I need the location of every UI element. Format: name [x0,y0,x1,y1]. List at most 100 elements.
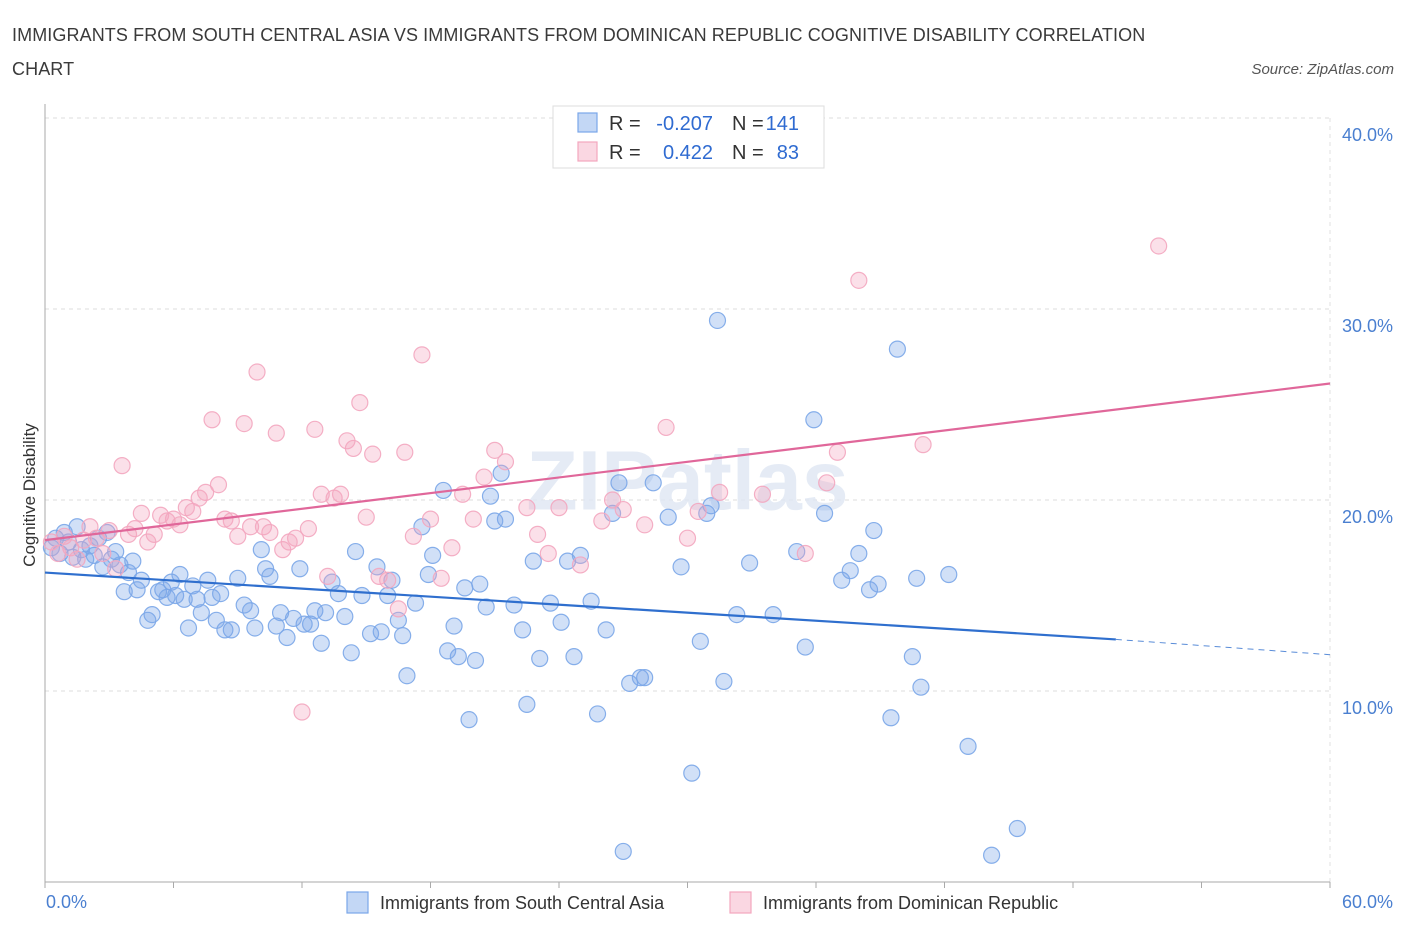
data-point [711,483,729,501]
data-point [841,562,859,580]
data-point [404,527,422,545]
data-point [107,542,125,561]
data-point [192,604,210,622]
data-point [306,420,324,438]
data-point [689,502,707,521]
data-point [188,590,206,608]
y-tick-label: 20.0% [1342,507,1393,527]
legend-n-value: 83 [777,142,799,164]
bottom-legend-swatch [346,891,369,914]
data-point [865,521,883,540]
data-point [565,648,583,666]
data-point [524,552,542,570]
data-point [657,418,675,437]
data-point [914,436,932,454]
data-point [678,529,697,547]
bottom-legend: Immigrants from South Central Asia Immigr… [346,891,1058,914]
data-point [346,542,365,561]
data-point [636,669,654,687]
legend-r-value: 0.422 [663,142,713,164]
data-point [528,525,547,543]
data-point [445,617,463,635]
data-point [903,648,921,666]
data-point [471,575,489,593]
data-point [372,623,390,641]
data-point [222,512,240,530]
data-point [295,615,313,633]
data-point [312,634,330,652]
data-point [1008,819,1026,838]
data-point [610,474,628,492]
data-point [983,846,1001,864]
data-point [850,271,868,289]
data-point [267,617,285,635]
data-point [113,457,131,475]
data-point [477,598,495,616]
data-point [203,588,221,607]
data-point [291,560,309,578]
legend-r-value: -0.207 [656,113,713,135]
data-point [212,584,230,603]
data-point [107,560,125,578]
legend-r-label: R = [609,142,641,164]
data-point [398,667,416,685]
trendline [44,571,1116,641]
bottom-legend-label: Immigrants from Dominican Republic [763,893,1058,913]
data-point [179,619,198,637]
legend-box [552,105,825,169]
data-point [203,411,221,429]
y-tick-label: 30.0% [1342,316,1393,336]
data-point [361,625,380,643]
data-point [342,644,360,662]
data-point [413,346,431,364]
data-point [143,605,161,624]
data-point [741,554,759,572]
data-point [644,474,662,492]
data-point [167,586,185,605]
data-point [364,445,382,463]
data-point [518,499,536,517]
data-point [571,546,590,564]
trendlines [44,382,1331,656]
data-point [379,586,397,605]
data-point [443,539,461,557]
data-point [336,607,354,626]
data-point [246,619,264,637]
series-points [42,237,1168,864]
data-point [860,581,879,599]
data-point [389,600,407,618]
data-point [486,512,504,530]
data-point [959,737,977,755]
data-point [190,489,208,507]
legend-n-label: N = [732,113,764,135]
x-tick-label: 0.0% [46,892,87,912]
data-point [132,571,150,589]
trendline [44,382,1331,542]
data-point [796,544,814,563]
data-point [331,485,350,503]
data-point [252,541,270,559]
data-point [940,565,958,584]
data-point [293,703,311,721]
data-point [683,764,701,782]
data-point [278,628,296,647]
data-point [449,648,467,666]
data-point [344,439,362,458]
data-point [286,529,305,547]
data-point [421,510,440,528]
data-point [531,649,549,668]
data-point [636,516,654,534]
data-point [764,605,782,624]
data-point [460,711,478,729]
data-point [222,621,240,639]
data-point [248,363,266,381]
data-point [869,575,887,593]
data-point [351,393,369,412]
data-point [582,592,600,610]
data-point [171,565,189,584]
x-tick-label: 60.0% [1342,892,1393,912]
data-point [306,602,324,620]
data-point [124,552,142,570]
legend-swatch [577,141,598,162]
